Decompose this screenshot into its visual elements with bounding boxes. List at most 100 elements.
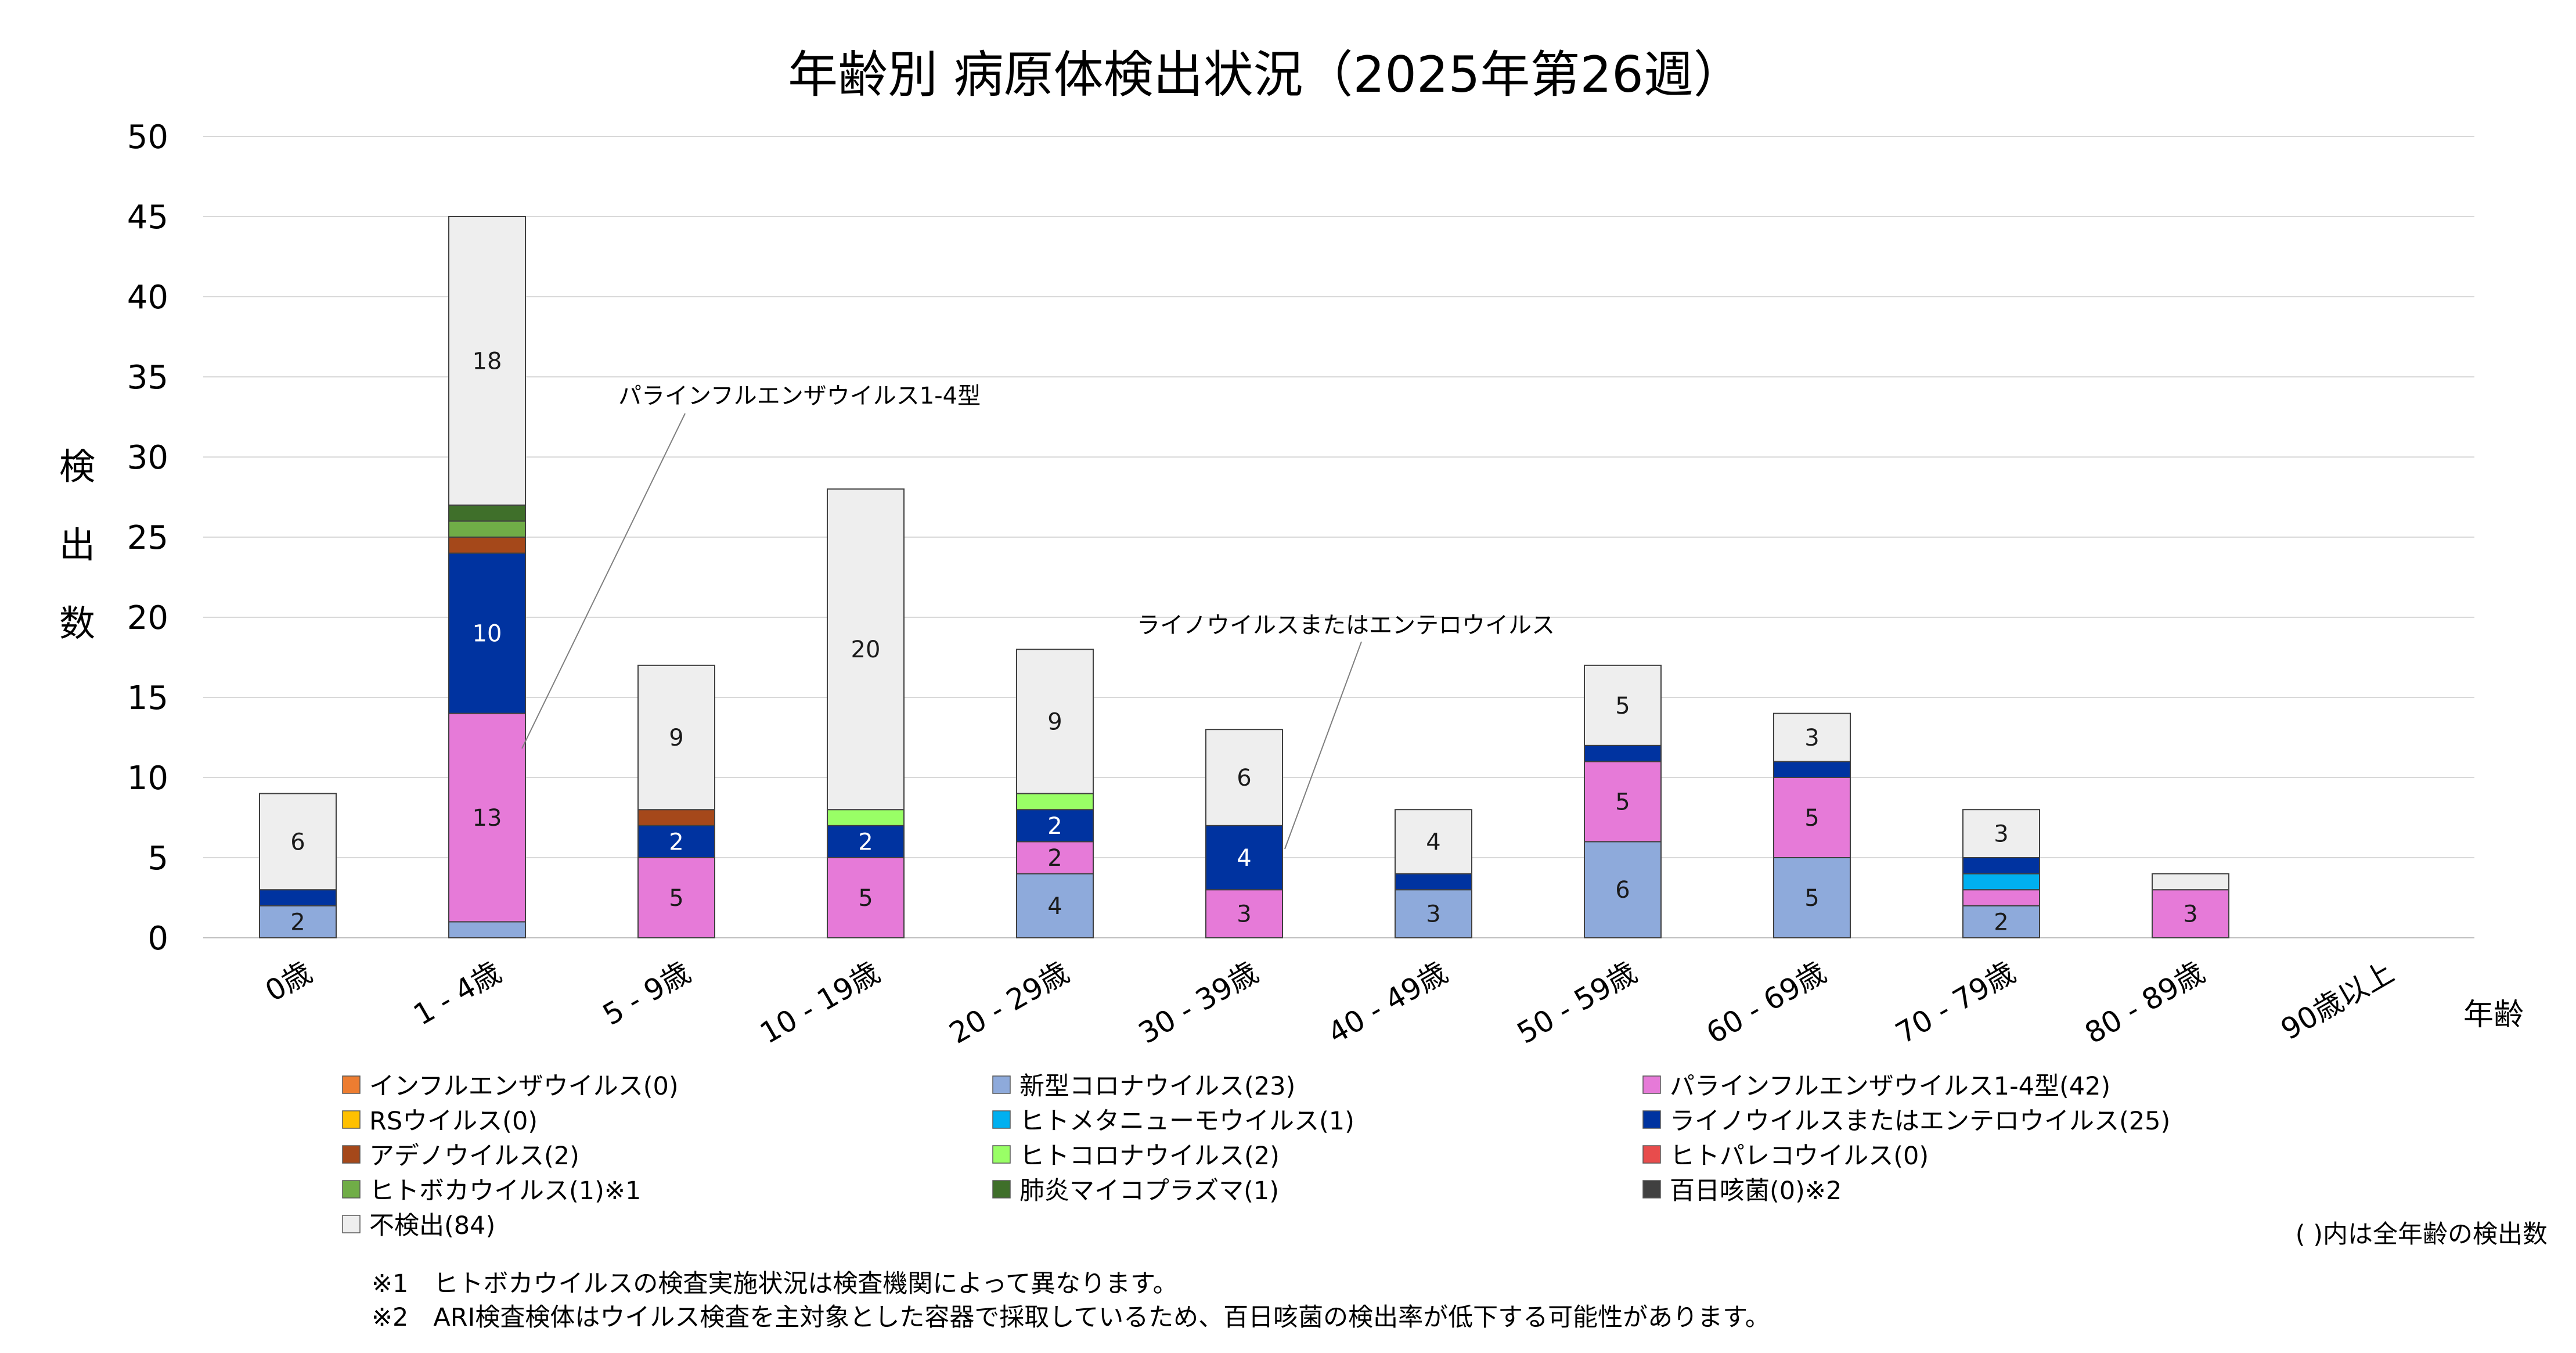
data-label: 3	[2183, 901, 2197, 928]
data-label: 3	[1426, 901, 1440, 928]
data-label: 6	[1615, 877, 1630, 904]
bar-segment-0---84-	[259, 793, 337, 891]
bar-segment-10-19---2-	[827, 809, 905, 826]
data-label: 2	[1994, 909, 2008, 935]
bar-segment-20-29---84-	[1016, 649, 1094, 794]
x-tick-label: 1 - 4歳	[408, 955, 507, 1032]
data-label: 5	[1615, 789, 1630, 815]
bar-segment-60-69---25-	[1773, 761, 1851, 779]
legend-label: 不検出(84)	[369, 1211, 495, 1240]
y-tick-label-25: 25	[127, 519, 168, 557]
legend-swatch	[342, 1075, 361, 1094]
bar-segment-20-29---2-	[1016, 793, 1094, 811]
y-tick-label-20: 20	[127, 599, 168, 637]
data-label: 6	[290, 829, 305, 855]
x-tick-label: 5 - 9歳	[597, 955, 696, 1032]
bar-segment-40-49---84-	[1395, 809, 1472, 875]
data-label: 5	[1804, 885, 1819, 912]
legend-label: ヒトパレコウイルス(0)	[1670, 1142, 1929, 1171]
bar-segment-70-79---23-	[1962, 905, 2040, 939]
data-label: 5	[858, 885, 873, 912]
data-label: 18	[473, 348, 502, 375]
y-axis-label: 検出数	[59, 445, 95, 645]
footnote-1: ※1 ヒトボカウイルスの検査実施状況は検査機関によって異なります。	[372, 1269, 1178, 1298]
bar-segment-60-69---84-	[1773, 713, 1851, 762]
y-axis-label-char: 数	[59, 602, 95, 645]
bar-segment-50-59---23-	[1584, 841, 1662, 939]
callout-leader-line	[1284, 641, 1362, 850]
legend-label: パラインフルエンザウイルス1-4型(42)	[1670, 1072, 2110, 1101]
bar-segment-80-89---84-	[2152, 873, 2229, 891]
y-tick-label-15: 15	[127, 679, 168, 717]
bar-segment-80-89---1-4-42-	[2152, 889, 2229, 938]
bar-segment-40-49---23-	[1395, 889, 1472, 938]
data-labels: 2 6 13 10 18 5 2 9 5 2 20 4 2 2 9 3 4 6 3 4 6 5 5 5 5 3 2 3 3	[290, 348, 2197, 935]
data-label: 13	[473, 805, 502, 832]
bar-segment-1-4---1-1	[448, 520, 526, 538]
bar-segment-50-59---1-4-42-	[1584, 761, 1662, 843]
y-tick-label-30: 30	[127, 439, 168, 477]
data-label: 4	[1237, 845, 1251, 872]
data-label: 3	[1804, 725, 1819, 751]
legend: インフルエンザウイルス(0) 新型コロナウイルス(23) パラインフルエンザウイルス…	[342, 1072, 2170, 1240]
bar-segment-20-29---23-	[1016, 873, 1094, 938]
legend-note: ( )内は全年齢の検出数	[2296, 1220, 2548, 1249]
bar-segment-10-19---1-4-42-	[827, 857, 905, 938]
data-label: 2	[1047, 813, 1062, 840]
legend-swatch	[992, 1145, 1011, 1164]
x-axis-label: 年齢	[2463, 998, 2524, 1032]
data-label: 6	[1237, 765, 1251, 791]
data-label: 3	[1237, 901, 1251, 928]
bar-segment-60-69---23-	[1773, 857, 1851, 938]
y-tick-label-35: 35	[127, 359, 168, 397]
legend-label: 百日咳菌(0)※2	[1670, 1176, 1842, 1206]
legend-swatch	[992, 1180, 1011, 1199]
data-label: 9	[1047, 708, 1062, 735]
data-label: 20	[851, 636, 881, 663]
bar-segment-50-59---25-	[1584, 744, 1662, 762]
bar-segment-50-59---84-	[1584, 664, 1662, 746]
legend-label: 肺炎マイコプラズマ(1)	[1019, 1176, 1279, 1206]
bar-segment-5-9---84-	[637, 664, 715, 811]
bar-segment-10-19---25-	[827, 825, 905, 859]
bar-segment-1-4---23-	[448, 921, 526, 939]
gridlines	[203, 136, 2474, 938]
y-tick-label-45: 45	[127, 199, 168, 236]
bar-segment-1-4---1-4-42-	[448, 713, 526, 923]
x-tick-label: 70 - 79歳	[1890, 955, 2021, 1050]
data-label: 3	[1994, 821, 2008, 848]
x-tick-label: 90歳以上	[2275, 955, 2400, 1046]
legend-swatch	[1642, 1110, 1661, 1129]
legend-label: RSウイルス(0)	[369, 1107, 538, 1136]
legend-label: インフルエンザウイルス(0)	[369, 1072, 679, 1101]
legend-swatch	[342, 1180, 361, 1199]
legend-swatch	[342, 1145, 361, 1164]
y-tick-label-50: 50	[127, 118, 168, 156]
bar-segment-70-79---1-4-42-	[1962, 889, 2040, 906]
legend-swatch	[992, 1110, 1011, 1129]
legend-swatch	[1642, 1075, 1661, 1094]
data-label: 5	[669, 885, 683, 912]
bar-segment-0---23-	[259, 905, 337, 939]
y-axis-ticks: 0 5 10 15 20 25 30 35 40 45 50	[127, 118, 168, 958]
data-label: 2	[669, 829, 683, 855]
bar-segment-60-69---1-4-42-	[1773, 777, 1851, 858]
callout-leader-line	[521, 413, 686, 749]
bar-segment-10-19---84-	[827, 488, 905, 811]
stacked-bars	[259, 216, 2229, 939]
bar-segment-20-29---1-4-42-	[1016, 841, 1094, 875]
x-tick-label: 60 - 69歳	[1700, 955, 1832, 1050]
legend-label: アデノウイルス(2)	[369, 1142, 579, 1171]
legend-label: 新型コロナウイルス(23)	[1019, 1072, 1295, 1101]
x-tick-label: 10 - 19歳	[754, 955, 885, 1050]
bar-segment-0---25-	[259, 889, 337, 906]
legend-swatch	[1642, 1145, 1661, 1164]
bar-segment-1-4---25-	[448, 552, 526, 714]
y-tick-label-10: 10	[127, 760, 168, 797]
bar-segment-30-39---84-	[1205, 729, 1283, 826]
legend-swatch	[342, 1110, 361, 1129]
legend-label: ヒトコロナウイルス(2)	[1019, 1142, 1280, 1171]
bar-segment-70-79---25-	[1962, 857, 2040, 875]
